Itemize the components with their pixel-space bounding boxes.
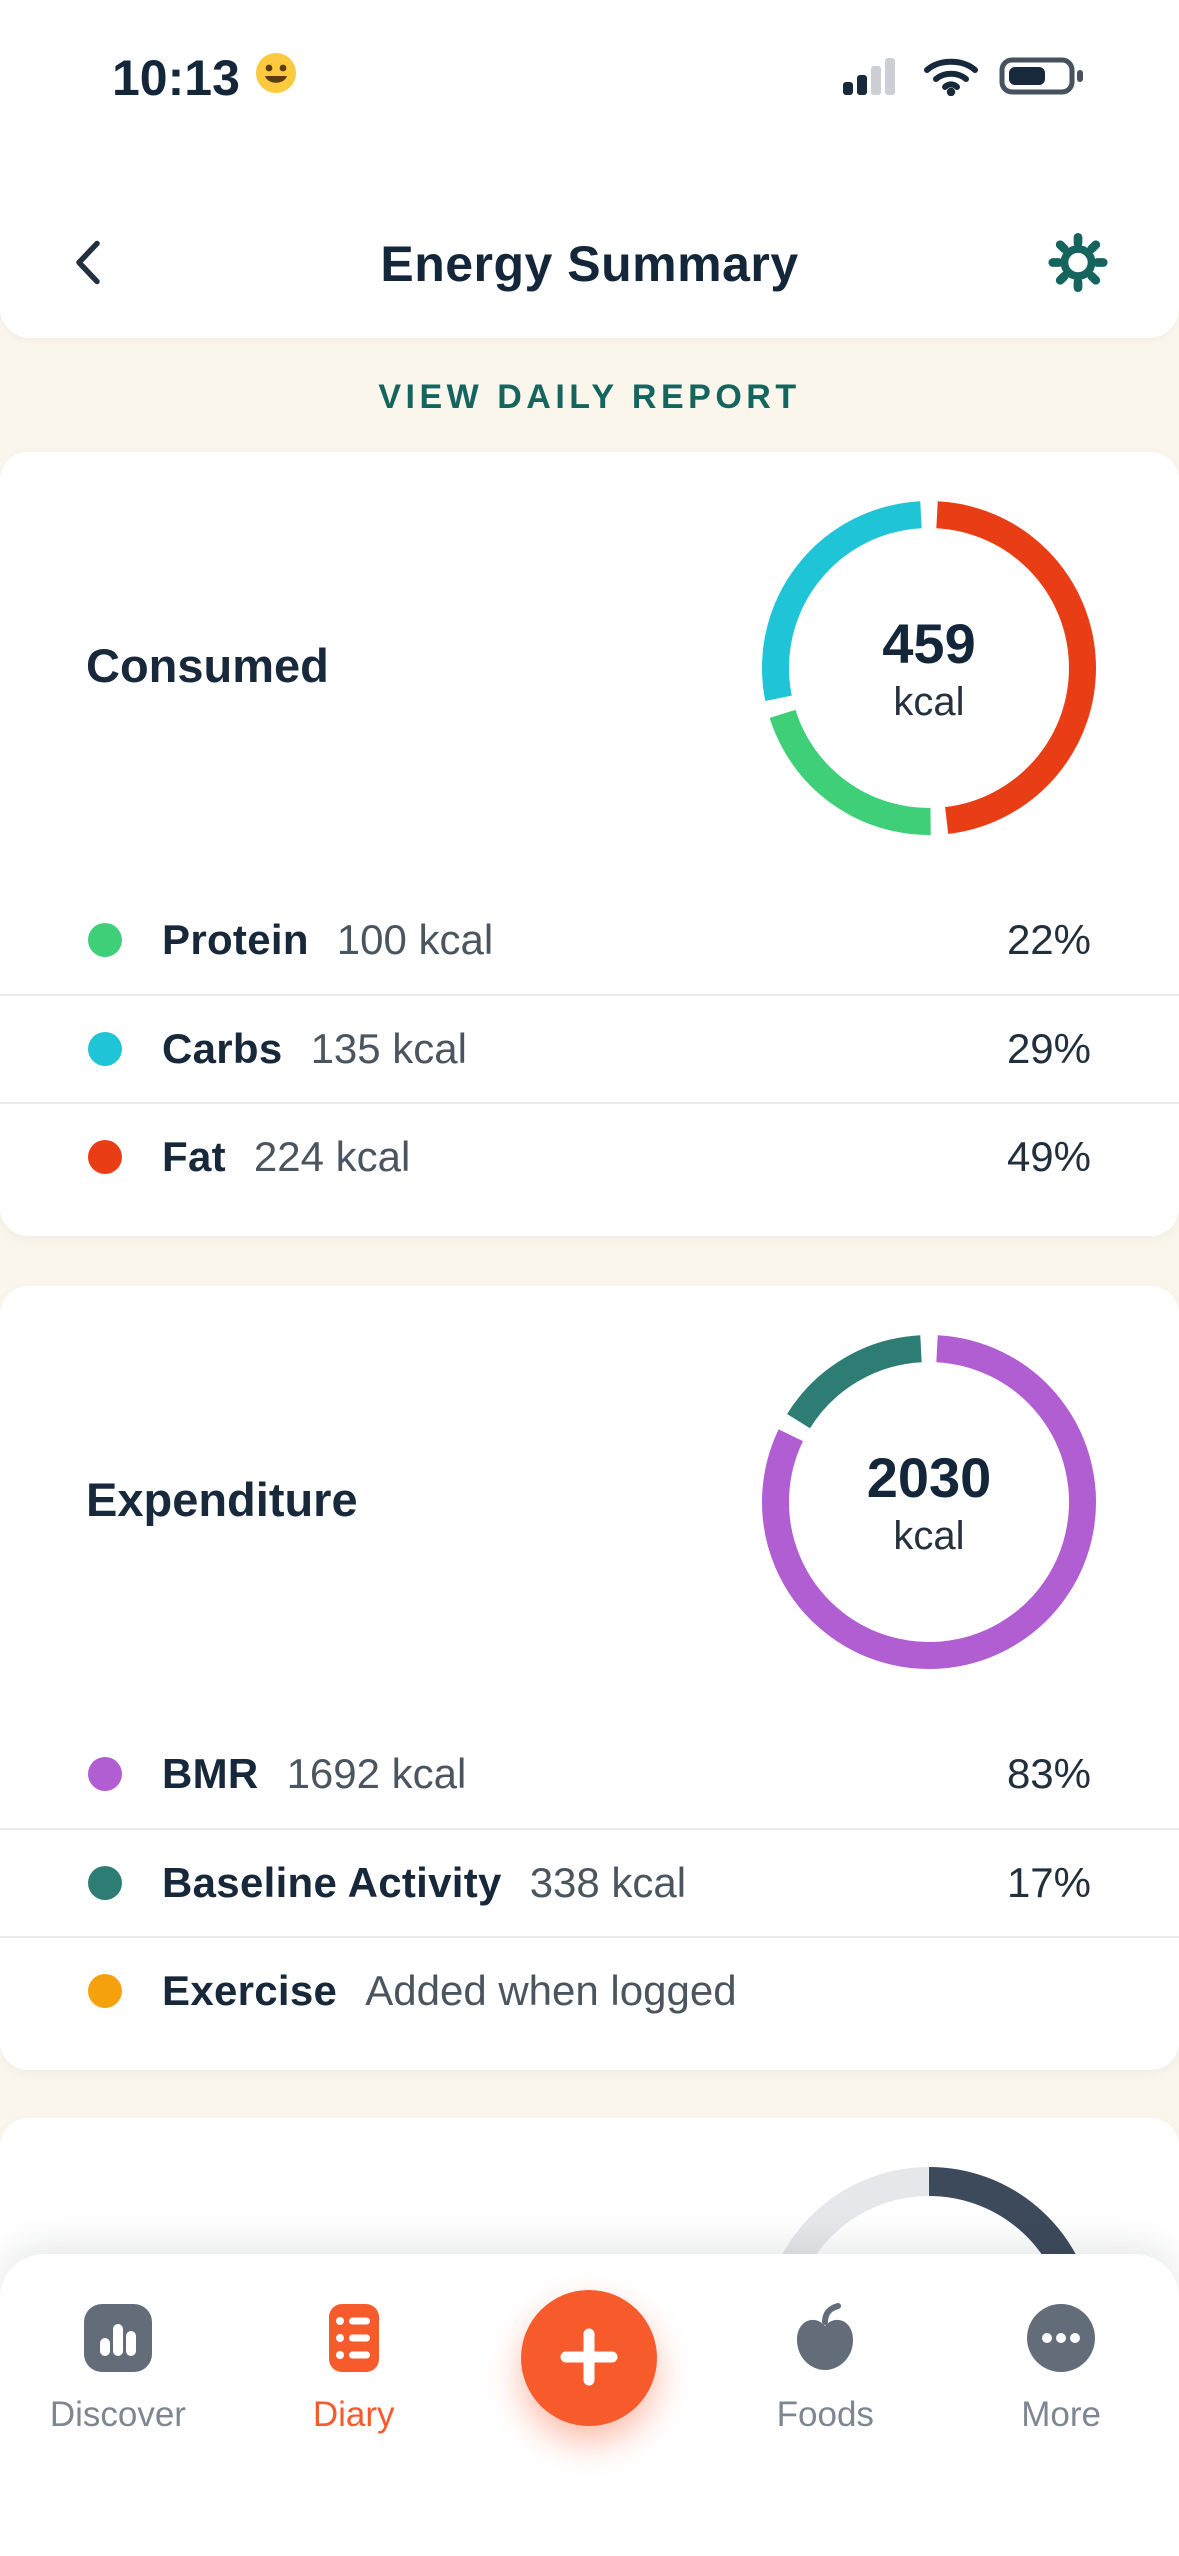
header-surface: 10:13 — [0, 0, 1179, 338]
legend-percent: 83% — [1006, 1750, 1091, 1797]
add-entry-button[interactable] — [521, 2290, 658, 2426]
expenditure-donut-center: 2030 kcal — [759, 1332, 1099, 1672]
tab-discover[interactable]: Discover — [0, 2254, 236, 2556]
expenditure-kcal-unit: kcal — [893, 1514, 965, 1558]
legend-name: Exercise — [162, 1967, 338, 2014]
legend-row-baseline-activity: Baseline Activity 338 kcal 17% — [0, 1828, 1179, 1936]
legend-row-carbs: Carbs 135 kcal 29% — [0, 994, 1179, 1102]
legend-percent: 22% — [1006, 916, 1091, 963]
consumed-donut-chart: 459 kcal — [759, 498, 1099, 838]
expenditure-card: Expenditure 2030 kcal BMR 1692 kcal 83% … — [0, 1286, 1179, 2070]
bar-chart-icon — [80, 2300, 156, 2379]
legend-percent: 17% — [1006, 1859, 1091, 1906]
consumed-legend: Protein 100 kcal 22% Carbs 135 kcal 29% … — [0, 886, 1179, 1210]
settings-button[interactable] — [1039, 224, 1117, 305]
chevron-left-icon — [68, 240, 108, 295]
tab-more[interactable]: More — [943, 2254, 1179, 2556]
carbs-dot — [88, 1032, 122, 1066]
tab-label-more: More — [1021, 2395, 1101, 2434]
expenditure-title: Expenditure — [86, 1473, 358, 1526]
tab-label-diary: Diary — [312, 2395, 395, 2434]
legend-name: Carbs — [162, 1025, 283, 1072]
status-bar: 10:13 — [0, 46, 1179, 110]
legend-row-fat: Fat 224 kcal 49% — [0, 1102, 1179, 1210]
wifi-icon — [923, 56, 979, 101]
legend-name: BMR — [162, 1750, 259, 1797]
legend-name: Baseline Activity — [162, 1859, 502, 1906]
gear-icon — [1047, 232, 1109, 297]
plus-icon — [556, 2324, 622, 2393]
cellular-signal-icon — [843, 56, 903, 101]
status-icons — [843, 56, 1087, 101]
expenditure-donut-chart: 2030 kcal — [759, 1332, 1099, 1672]
legend-percent: 29% — [1006, 1025, 1091, 1072]
legend-value: 224 kcal — [253, 1133, 411, 1180]
expenditure-legend: BMR 1692 kcal 83% Baseline Activity 338 … — [0, 1720, 1179, 2044]
tab-label-foods: Foods — [776, 2395, 874, 2434]
legend-row-exercise: Exercise Added when logged — [0, 1936, 1179, 2044]
legend-value: 1692 kcal — [286, 1750, 467, 1797]
expenditure-total-kcal: 2030 — [866, 1446, 992, 1509]
status-time: 10:13 — [112, 49, 298, 107]
tab-label-discover: Discover — [49, 2395, 186, 2434]
page-title: Energy Summary — [380, 236, 799, 292]
consumed-donut-center: 459 kcal — [759, 498, 1099, 838]
legend-row-protein: Protein 100 kcal 22% — [0, 886, 1179, 994]
fat-dot — [88, 1140, 122, 1174]
smiley-emoji-icon — [254, 49, 298, 107]
diary-journal-icon — [316, 2300, 392, 2379]
consumed-total-kcal: 459 — [882, 612, 976, 675]
battery-icon — [999, 56, 1087, 101]
legend-value: 135 kcal — [310, 1025, 467, 1072]
legend-percent: 49% — [1006, 1133, 1091, 1180]
legend-row-bmr: BMR 1692 kcal 83% — [0, 1720, 1179, 1828]
legend-value: Added when logged — [365, 1967, 737, 2014]
protein-dot — [88, 923, 122, 957]
tab-foods[interactable]: Foods — [707, 2254, 943, 2556]
baseline-activity-dot — [88, 1866, 122, 1900]
tab-bar: Discover Diary — [0, 2254, 1179, 2556]
legend-name: Fat — [162, 1133, 226, 1180]
legend-value: 338 kcal — [529, 1859, 687, 1906]
back-button[interactable] — [58, 224, 118, 305]
clock-text: 10:13 — [112, 50, 240, 106]
legend-value: 100 kcal — [336, 916, 494, 963]
bmr-dot — [88, 1757, 122, 1791]
consumed-kcal-unit: kcal — [893, 680, 965, 724]
exercise-dot — [88, 1974, 122, 2008]
apple-icon — [785, 2300, 865, 2379]
consumed-card: Consumed 459 kcal Protein 100 kcal 22% C… — [0, 452, 1179, 1236]
fab-slot — [472, 2254, 708, 2556]
view-daily-report-link[interactable]: VIEW DAILY REPORT — [0, 378, 1179, 417]
nav-bar: Energy Summary — [0, 208, 1179, 320]
consumed-title: Consumed — [86, 639, 329, 692]
tab-diary[interactable]: Diary — [236, 2254, 472, 2556]
ellipsis-icon — [1023, 2300, 1099, 2379]
legend-name: Protein — [162, 916, 309, 963]
